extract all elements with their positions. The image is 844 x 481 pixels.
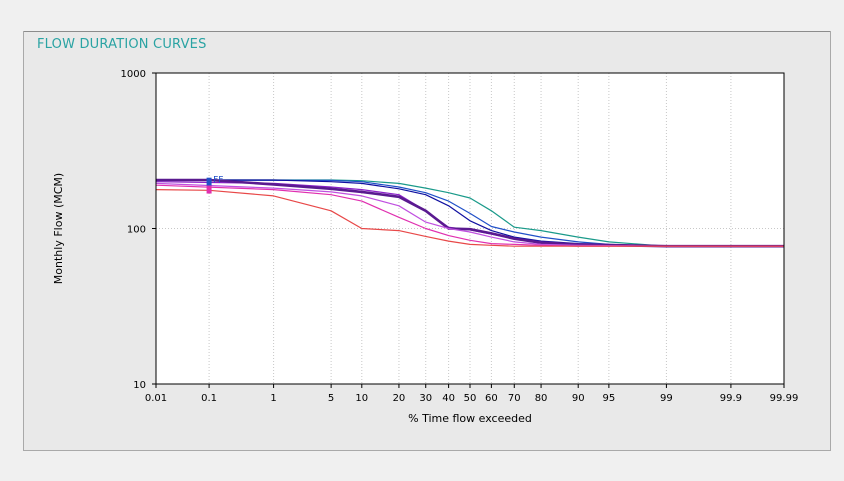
x-axis-title: % Time flow exceeded — [408, 412, 532, 425]
x-tick-label: 99.9 — [720, 393, 742, 404]
series-marker-2 — [206, 185, 212, 194]
x-tick-label: 95 — [603, 393, 616, 404]
x-tick-label: 0.01 — [145, 393, 167, 404]
flow-duration-chart: 0.01 0.1 1 5 10 20 30 40 50 60 70 80 90 95 99 99.9 99.99… — [52, 69, 799, 425]
x-tick-label: 40 — [442, 393, 455, 404]
chart-title: FLOW DURATION CURVES — [37, 37, 207, 52]
panel-border — [24, 31, 830, 32]
x-tick-label: 99 — [660, 393, 673, 404]
x-tick-label: 0.1 — [201, 393, 217, 404]
x-tick-label: 10 — [355, 393, 368, 404]
chart-panel: FLOW DURATION CURVES 0.01 0.1 1 5 10 20 30 40 50… — [23, 31, 831, 451]
y-tick-label: 1000 — [121, 69, 146, 80]
y-tick-label: 100 — [127, 225, 146, 236]
y-axis-title: Monthly Flow (MCM) — [52, 173, 65, 284]
x-tick-label: 1 — [270, 393, 276, 404]
series-marker-1 — [206, 177, 212, 186]
x-tick-label: 70 — [508, 393, 521, 404]
x-tick-label: 80 — [535, 393, 548, 404]
series-line-8 — [155, 189, 784, 247]
plot-frame — [155, 72, 785, 385]
series-marker-label: FF — [213, 176, 223, 186]
x-tick-label: 30 — [419, 393, 432, 404]
x-tick-label: 60 — [485, 393, 498, 404]
series-line-6 — [155, 182, 784, 247]
x-tick-label: 5 — [328, 393, 334, 404]
x-tick-label: 50 — [464, 393, 477, 404]
x-tick-label: 99.99 — [770, 393, 799, 404]
x-tick-label: 90 — [572, 393, 585, 404]
y-tick-label: 10 — [133, 380, 146, 391]
x-tick-label: 20 — [393, 393, 406, 404]
